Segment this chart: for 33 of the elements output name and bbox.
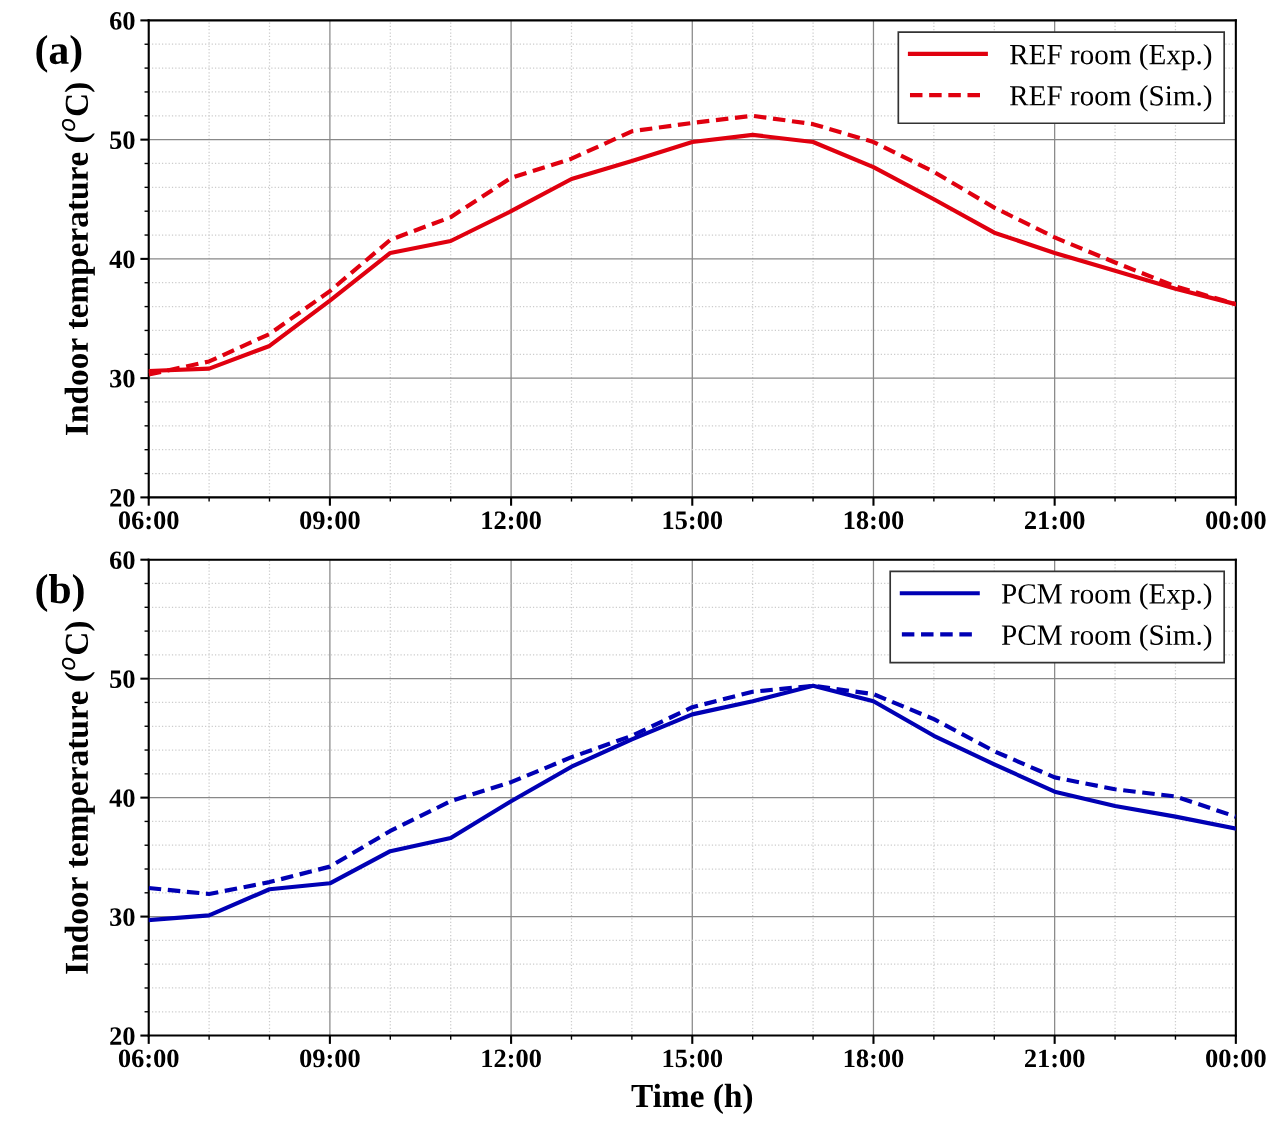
y-tick-label: 60 <box>110 12 135 30</box>
x-tick-label: 12:00 <box>482 1049 541 1068</box>
y-tick-label: 50 <box>110 670 135 689</box>
x-axis-title: Time (h) <box>631 1083 753 1115</box>
y-tick-label: 40 <box>109 250 135 269</box>
y-tick-label: 40 <box>109 789 135 808</box>
y-tick-label: 50 <box>110 131 135 150</box>
y-tick-label: 30 <box>110 908 135 927</box>
x-tick-label: 09:00 <box>300 1049 360 1068</box>
x-tick-label: 00:00 <box>1206 511 1266 530</box>
x-tick-label: 21:00 <box>1024 511 1085 530</box>
y-tick-label: 60 <box>110 551 135 570</box>
x-tick-label: 15:00 <box>663 1049 723 1068</box>
x-tick-label: 18:00 <box>844 511 904 530</box>
x-tick-label: 09:00 <box>300 511 360 530</box>
text: (b) <box>36 574 84 612</box>
legend-label: PCM room (Sim.) <box>1001 624 1212 651</box>
y-tick-label: 30 <box>110 369 135 388</box>
x-tick-label: 06:00 <box>118 511 179 530</box>
y-axis-title: Indoor temperature ($^{o}$C) <box>61 621 95 974</box>
x-tick-label: 12:00 <box>482 511 541 530</box>
legend-label: REF room (Exp.) <box>1009 43 1212 71</box>
x-tick-label: 15:00 <box>663 511 723 530</box>
text: (a) <box>36 34 82 73</box>
x-tick-label: 06:00 <box>118 1049 179 1068</box>
y-tick-label: 20 <box>110 488 135 507</box>
x-tick-label: 21:00 <box>1024 1049 1085 1068</box>
y-axis-title: Indoor temperature ($^{o}$C) <box>61 83 95 435</box>
x-tick-label: 00:00 <box>1206 1049 1266 1068</box>
legend-label: PCM room (Exp.) <box>1001 583 1212 610</box>
y-tick-label: 20 <box>110 1027 135 1045</box>
legend-label: REF room (Sim.) <box>1009 85 1212 112</box>
x-tick-label: 18:00 <box>844 1049 904 1068</box>
